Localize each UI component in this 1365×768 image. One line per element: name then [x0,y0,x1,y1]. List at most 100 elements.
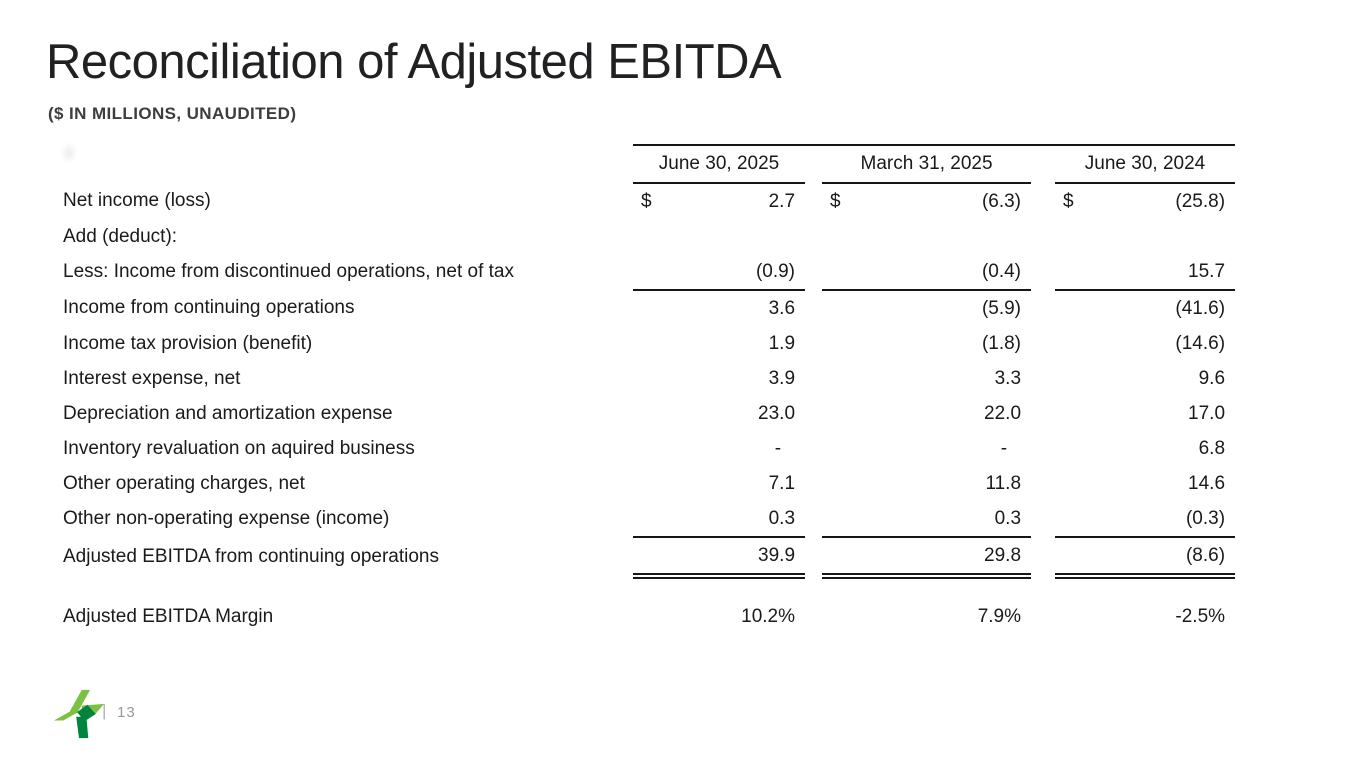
row-label: Adjusted EBITDA Margin [63,605,274,627]
dollar-sign [1055,466,1087,501]
column-gap [1031,254,1055,290]
dollar-sign [633,466,665,501]
cell-value: 7.9% [977,605,1022,627]
column-gap [1031,144,1056,183]
cell-value: (1.8) [981,332,1022,354]
row-label: Inventory revaluation on aquired busines… [63,437,415,459]
dollar-sign [822,326,854,361]
dollar-sign [1055,290,1087,326]
dollar-sign: $ [830,190,841,212]
dollar-sign [822,501,855,538]
column-gap [1031,501,1055,537]
dollar-sign [1055,537,1088,579]
dollar-sign [822,361,854,396]
cell-value: 1.9 [768,332,796,354]
dollar-sign [822,219,854,254]
column-gap [805,144,823,183]
cell-value: (0.4) [854,254,1032,291]
cell-value: 10.2% [741,605,796,627]
column-gap [805,290,822,326]
column-header-q2: March 31, 2025 [822,144,1032,184]
dollar-sign [633,599,665,634]
cell-value: 17.0 [1188,402,1226,424]
column-gap [1031,290,1055,326]
row-label: Adjusted EBITDA from continuing operatio… [63,545,439,567]
dollar-sign [633,254,665,291]
table-row: Depreciation and amortization expense 23.… [63,396,1235,431]
table-row: Other non-operating expense (income) 0.3 0… [63,501,1236,538]
dollar-sign [633,326,665,361]
dollar-sign [633,396,665,431]
cell-value: 23.0 [758,402,796,424]
table-row: Net income (loss) $2.7 $ (6.3) $ (25.8) [63,183,1235,219]
page-number: 13 [117,704,136,721]
cell-value: (0.9) [665,254,806,291]
column-header-q3: June 30, 2024 [1055,144,1236,184]
faint-smudge [60,142,78,164]
header-label-spacer [63,145,633,183]
column-gap [1031,431,1055,466]
cell-value: (14.6) [1175,332,1226,354]
dollar-sign [822,431,854,466]
table-header-row: June 30, 2025 March 31, 2025 June 30, 20… [63,144,1236,184]
column-gap [805,537,822,576]
dollar-sign [822,396,854,431]
dollar-sign [822,537,855,579]
column-gap [805,501,822,537]
cell-value: (5.9) [981,297,1022,319]
table-row [63,576,1235,599]
cell-value: 2.7 [768,190,796,212]
footer-divider: | [102,701,107,720]
dollar-sign [1055,599,1087,634]
column-gap [1031,466,1055,501]
row-label: Other non-operating expense (income) [63,508,390,529]
dollar-sign [633,431,665,466]
dollar-sign [1055,361,1087,396]
logo-blade-left [54,712,79,721]
cell-value: 3.9 [768,367,796,389]
column-gap [805,219,822,254]
cell-value: 9.6 [1198,367,1226,389]
cell-value [854,219,1031,254]
cell-value: 14.6 [1188,472,1226,494]
cell-value: (6.3) [981,190,1022,212]
cell-value [665,219,805,254]
cell-value: 3.6 [768,297,796,319]
row-label: Interest expense, net [63,367,241,389]
cell-value: 29.8 [854,537,1032,579]
table-row: Other operating charges, net 7.1 11.8 14.6 [63,466,1235,501]
row-label: Add (deduct): [63,225,178,247]
dollar-sign [822,254,855,291]
row-label: Net income (loss) [63,190,211,211]
row-label: Other operating charges, net [63,472,305,494]
cell-value: 0.3 [665,501,806,538]
table-row: Interest expense, net 3.9 3.3 9.6 [63,361,1235,396]
cell-value: 39.9 [665,537,806,579]
cell-value: (25.8) [1175,190,1226,212]
dollar-sign [633,537,665,579]
column-gap [1031,537,1055,576]
cell-value: 7.1 [768,472,796,494]
dollar-sign [822,290,854,326]
table-row: Adjusted EBITDA from continuing operatio… [63,537,1236,579]
table-row: Less: Income from discontinued operation… [63,254,1236,291]
table-row: Add (deduct): [63,219,1235,254]
cell-value: - [774,437,782,459]
dollar-sign [633,361,665,396]
table-row: Income tax provision (benefit) 1.9 (1.8) (1… [63,326,1235,361]
cell-value [1087,219,1235,254]
dollar-sign [822,599,854,634]
cell-value: 15.7 [1087,254,1236,291]
column-gap [805,183,822,219]
cell-value: -2.5% [1175,605,1226,627]
dollar-sign [1055,431,1087,466]
table-row: Adjusted EBITDA Margin 10.2% 7.9% -2.5% [63,599,1235,634]
cell-value: 22.0 [984,402,1022,424]
column-gap [1031,219,1055,254]
logo-blade-bottom [76,716,89,739]
dollar-sign [633,290,665,326]
page-title: Reconciliation of Adjusted EBITDA [46,35,782,89]
page-subtitle: ($ IN MILLIONS, UNAUDITED) [48,104,297,123]
row-label: Income from continuing operations [63,297,355,318]
